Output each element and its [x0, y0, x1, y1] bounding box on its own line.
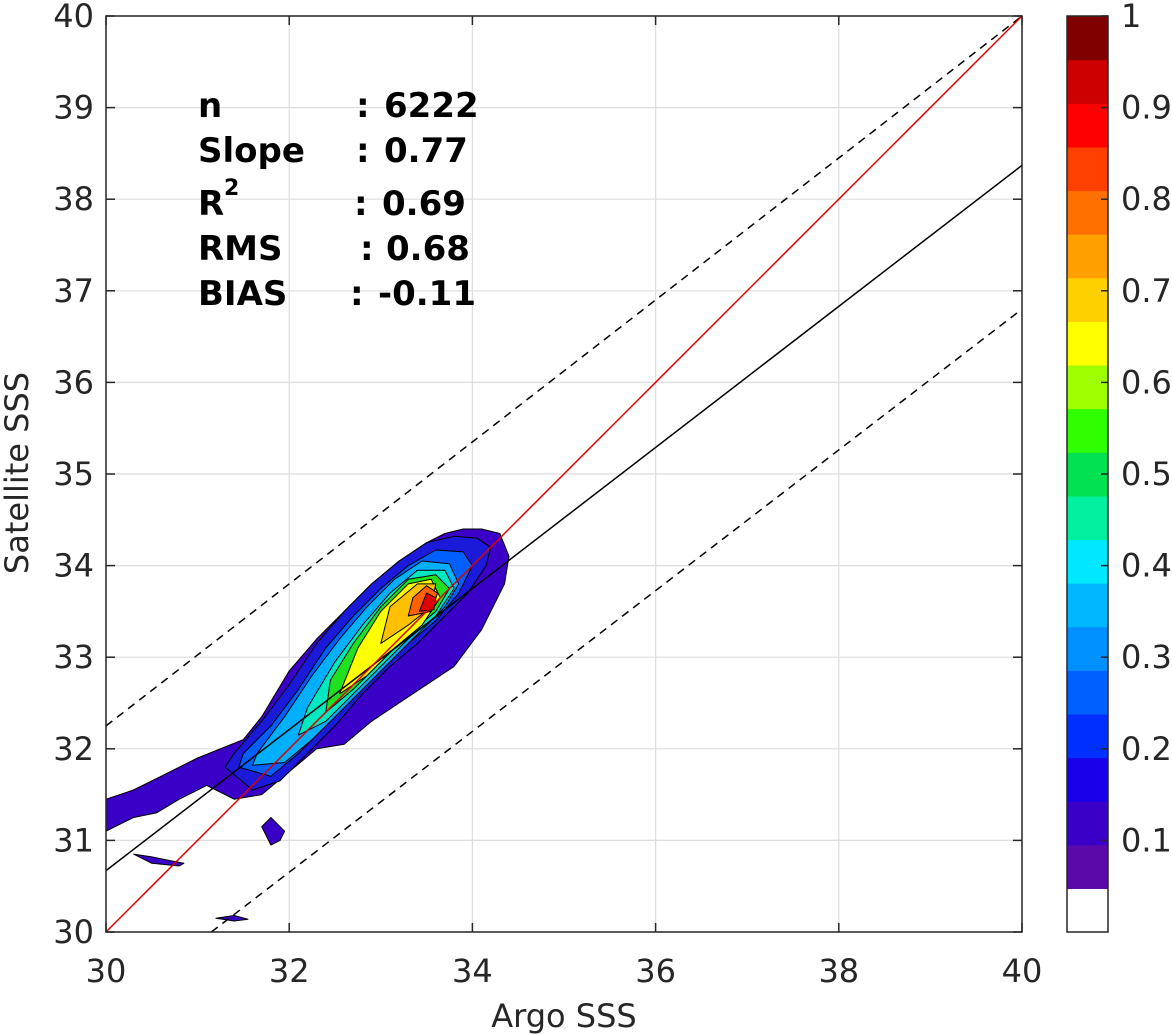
stat-bias-value: -0.11: [378, 274, 476, 314]
stat-slope-value: 0.77: [384, 131, 468, 171]
y-tick-label: 35: [53, 455, 94, 493]
one-to-one-line: [105, 15, 1023, 933]
density-contour-island: [133, 853, 185, 867]
colorbar-segment: [1067, 321, 1108, 366]
colorbar-segment: [1067, 16, 1108, 61]
colorbar-ticks: 0.1 0.2 0.3 0.4 0.5 0.6 0.7 0.8 0.9 1: [1101, 0, 1172, 859]
stat-rms-value: 0.68: [386, 229, 470, 269]
colorbar-tick-label: 0.2: [1121, 730, 1172, 768]
x-tick-label: 36: [635, 952, 676, 990]
colorbar-tick-label: 0.9: [1121, 89, 1172, 127]
y-axis-ticks: 30 31 32 33 34 35 36 37 38 39 40: [53, 0, 1022, 951]
regression-fit-line: [105, 164, 1023, 872]
colorbar-segment: [1067, 277, 1108, 322]
stat-n-value: 6222: [384, 86, 479, 126]
colorbar-segment: [1067, 626, 1108, 671]
colorbar-segment: [1067, 364, 1108, 410]
y-tick-label: 40: [53, 0, 94, 35]
lower-bound-dashed-line: [210, 308, 1023, 933]
colorbar-segment: [1067, 801, 1108, 846]
stat-slope-label: Slope: [198, 131, 305, 171]
stat-n-sep: :: [356, 86, 370, 126]
x-tick-label: 34: [452, 952, 493, 990]
colorbar-segment: [1067, 713, 1108, 759]
colorbar-segment: [1067, 234, 1108, 279]
colorbar-tick-label: 0.8: [1121, 180, 1172, 218]
x-tick-label: 40: [1002, 952, 1043, 990]
x-axis-ticks: 30 32 34 36 38 40: [86, 16, 1043, 990]
colorbar-tick-label: 0.5: [1121, 455, 1172, 493]
colorbar-tick-label: 0.1: [1121, 821, 1172, 859]
colorbar-segment: [1067, 539, 1108, 584]
colorbar-segment: [1067, 757, 1108, 802]
colorbar-tick-label: 0.4: [1121, 547, 1172, 585]
stat-bias-sep: :: [350, 274, 364, 314]
stat-r2-sep: :: [354, 184, 368, 224]
stat-rms-label: RMS: [198, 229, 283, 269]
y-axis-label: Satellite SSS: [0, 372, 36, 574]
colorbar-segment: [1067, 670, 1108, 715]
stat-r2-value: 0.69: [382, 184, 466, 224]
stats-box: n : 6222 Slope : 0.77 R 2 : 0.69 RMS : 0…: [198, 86, 479, 314]
upper-bound-dashed-line: [105, 15, 1023, 727]
stat-slope-sep: :: [356, 131, 370, 171]
colorbar-segment: [1067, 103, 1108, 148]
colorbar-tick-label: 0.6: [1121, 363, 1172, 401]
y-tick-label: 34: [53, 547, 94, 585]
colorbar-segment: [1067, 844, 1108, 889]
colorbar-segment: [1067, 59, 1108, 104]
colorbar-segment: [1067, 408, 1108, 453]
stat-rms-sep: :: [360, 229, 374, 269]
density-contours: [105, 528, 510, 922]
density-contour-island: [261, 817, 286, 846]
colorbar-tick-label: 0.3: [1121, 638, 1172, 676]
x-tick-label: 30: [86, 952, 127, 990]
x-axis-label: Argo SSS: [491, 997, 636, 1035]
colorbar-segment: [1067, 190, 1108, 235]
stat-bias-label: BIAS: [198, 274, 287, 314]
stat-n-label: n: [198, 86, 222, 126]
colorbar-segment: [1067, 495, 1108, 541]
stat-r2-sup: 2: [224, 176, 239, 201]
stat-r2-label: R: [198, 184, 224, 224]
y-tick-label: 31: [53, 821, 94, 859]
density-contour-island: [215, 915, 249, 922]
y-tick-label: 39: [53, 89, 94, 127]
reference-lines: [105, 15, 1023, 933]
x-tick-label: 32: [269, 952, 310, 990]
y-tick-label: 33: [53, 638, 94, 676]
colorbar-tick-label: 1: [1121, 0, 1141, 35]
colorbar-segment: [1067, 888, 1108, 933]
y-tick-label: 32: [53, 730, 94, 768]
y-tick-label: 30: [53, 913, 94, 951]
y-tick-label: 38: [53, 180, 94, 218]
y-tick-label: 36: [53, 363, 94, 401]
x-tick-label: 38: [818, 952, 859, 990]
colorbar-tick-label: 0.7: [1121, 272, 1172, 310]
colorbar-segment: [1067, 583, 1108, 628]
y-tick-label: 37: [53, 272, 94, 310]
colorbar-segment: [1067, 146, 1108, 192]
